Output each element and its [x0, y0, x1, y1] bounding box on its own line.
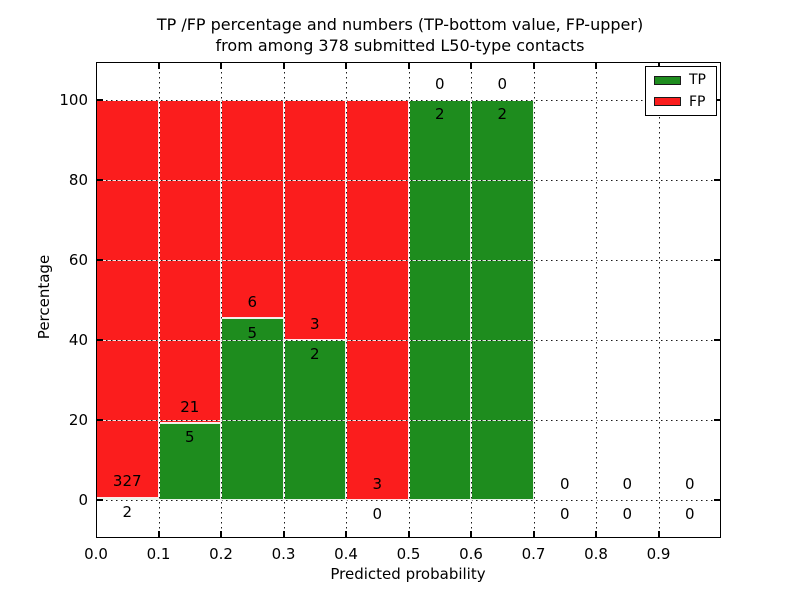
legend-label-fp: FP: [689, 93, 706, 110]
gridline-vertical: [221, 62, 222, 538]
y-tick-mark: [96, 259, 103, 261]
x-tick-mark: [157, 531, 160, 538]
gridline-vertical: [408, 62, 410, 538]
x-tick-mark-top: [595, 62, 597, 69]
y-tick-mark-right: [714, 259, 721, 261]
bar-segment-tp: [221, 318, 284, 500]
y-tick-mark-right: [714, 179, 721, 181]
legend-item-fp: FP: [646, 94, 716, 110]
x-tick-label: 0.2: [209, 545, 233, 563]
x-tick-label: 0.4: [334, 545, 358, 563]
fp-count-label: 0: [559, 474, 570, 493]
bar-segment-fp: [221, 100, 284, 319]
fp-count-label: 0: [434, 74, 445, 93]
fp-count-label: 327: [112, 472, 142, 491]
y-tick-mark-right: [714, 419, 721, 421]
x-tick-label: 0.6: [459, 545, 483, 563]
gridline-vertical: [533, 62, 535, 538]
x-tick-label: 0.5: [396, 545, 421, 563]
y-tick-mark-right: [714, 99, 721, 101]
tp-count-label: 0: [622, 505, 633, 524]
x-tick-mark-top: [157, 62, 160, 69]
bar-segment-fp: [346, 100, 409, 500]
tp-count-label: 2: [497, 105, 508, 124]
y-tick-label: 20: [68, 411, 88, 429]
x-tick-mark-top: [657, 62, 660, 69]
gridline-vertical: [471, 62, 472, 538]
x-tick-mark: [595, 531, 597, 538]
tp-count-label: 5: [184, 428, 195, 447]
x-tick-label: 0.9: [646, 545, 671, 563]
chart-title-line2: from among 378 submitted L50-type contac…: [215, 36, 585, 55]
y-tick-label: 0: [78, 491, 88, 509]
fp-count-label: 21: [180, 397, 200, 416]
x-tick-mark: [470, 531, 472, 538]
legend-swatch-tp-icon: [654, 75, 681, 85]
tp-count-label: 0: [372, 505, 383, 524]
plot-area: 327 2 21 5 6 5 3 2 3 0 0 2 0 2 0 0 0 0 0 0: [96, 62, 721, 538]
chart-title-line1: TP /FP percentage and numbers (TP-bottom…: [156, 15, 644, 34]
x-tick-mark: [220, 531, 222, 538]
x-tick-mark: [657, 531, 660, 538]
tp-count-label: 2: [309, 345, 320, 364]
x-tick-label: 0.3: [271, 545, 296, 563]
tp-count-label: 0: [684, 505, 695, 524]
fp-count-label: 3: [309, 314, 320, 333]
gridline-vertical: [346, 62, 347, 538]
x-tick-mark-top: [220, 62, 222, 69]
y-tick-label: 80: [68, 171, 88, 189]
legend-swatch-fp-icon: [654, 97, 681, 107]
y-tick-mark-right: [714, 499, 721, 501]
y-tick-mark: [96, 499, 103, 501]
legend-label-tp: TP: [689, 72, 706, 89]
bar-segment-fp: [283, 100, 346, 340]
y-tick-label: 100: [59, 91, 88, 109]
gridline-vertical: [658, 62, 660, 538]
legend: TP FP: [645, 66, 717, 116]
fp-count-label: 3: [372, 474, 383, 493]
y-tick-mark: [96, 99, 103, 101]
x-tick-mark: [407, 531, 410, 538]
x-tick-mark-top: [470, 62, 472, 69]
bar-segment-fp: [158, 100, 221, 424]
tp-count-label: 0: [559, 505, 570, 524]
y-tick-mark: [96, 339, 103, 341]
x-tick-label: 0.0: [84, 545, 108, 563]
bar-segment-tp: [408, 100, 471, 500]
x-tick-mark: [345, 531, 347, 538]
y-tick-label: 60: [68, 251, 88, 269]
gridline-vertical: [283, 62, 285, 538]
fp-count-label: 0: [684, 474, 695, 493]
x-tick-mark-top: [407, 62, 410, 69]
x-tick-label: 0.7: [521, 545, 546, 563]
y-tick-mark: [96, 419, 103, 421]
x-tick-label: 0.8: [584, 545, 608, 563]
x-tick-mark-top: [532, 62, 535, 69]
y-tick-mark-right: [714, 339, 721, 341]
y-tick-mark: [96, 179, 103, 181]
fp-count-label: 6: [247, 292, 258, 311]
x-tick-mark-top: [345, 62, 347, 69]
gridline-vertical: [596, 62, 597, 538]
bar-segment-tp: [158, 423, 221, 500]
x-axis-label: Predicted probability: [330, 565, 486, 583]
x-tick-mark-top: [282, 62, 285, 69]
bar-segment-tp: [471, 100, 534, 500]
tp-count-label: 5: [247, 323, 258, 342]
gridline-vertical: [158, 62, 160, 538]
x-tick-mark: [532, 531, 535, 538]
x-tick-mark: [282, 531, 285, 538]
legend-item-tp: TP: [646, 72, 716, 88]
fp-count-label: 0: [622, 474, 633, 493]
tp-count-label: 2: [122, 502, 133, 521]
y-tick-label: 40: [68, 331, 88, 349]
bar-segment-fp: [96, 100, 159, 498]
x-tick-label: 0.1: [146, 545, 171, 563]
tp-count-label: 2: [434, 105, 445, 124]
fp-count-label: 0: [497, 74, 508, 93]
